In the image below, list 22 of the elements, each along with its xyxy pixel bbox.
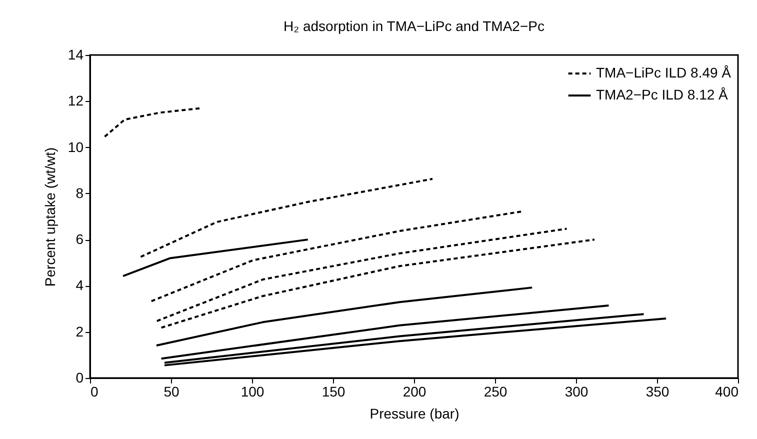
y-tick-label: 10 <box>68 138 84 155</box>
x-tick-label: 50 <box>164 384 180 400</box>
legend-label: TMA−LiPc ILD 8.49 Å <box>596 64 732 80</box>
y-tick-label: 6 <box>76 231 84 248</box>
y-tick-label: 2 <box>76 323 84 340</box>
y-tick-label: 0 <box>76 370 84 386</box>
y-tick-label: 12 <box>68 92 84 109</box>
x-tick-label: 250 <box>484 384 508 400</box>
y-tick-label: 14 <box>68 46 84 62</box>
x-tick-label: 0 <box>90 384 98 400</box>
legend-label: TMA2−Pc ILD 8.12 Å <box>596 86 729 102</box>
x-tick-label: 200 <box>402 384 426 400</box>
x-tick-label: 350 <box>646 384 670 400</box>
x-tick-label: 150 <box>322 384 346 400</box>
y-axis-title: Percent uptake (wt/wt) <box>42 147 58 287</box>
chart-title: H₂ adsorption in TMA−LiPc and TMA2−Pc <box>284 18 544 34</box>
x-tick-label: 300 <box>564 384 588 400</box>
y-tick-label: 4 <box>76 277 84 294</box>
y-tick-label: 8 <box>76 184 84 201</box>
x-tick-label: 100 <box>240 384 264 400</box>
x-axis-title: Pressure (bar) <box>370 406 460 422</box>
x-tick-label: 400 <box>715 384 739 400</box>
